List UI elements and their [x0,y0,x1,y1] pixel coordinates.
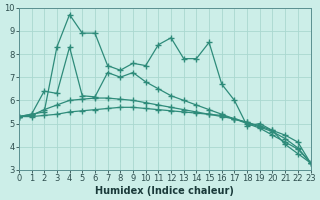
X-axis label: Humidex (Indice chaleur): Humidex (Indice chaleur) [95,186,234,196]
